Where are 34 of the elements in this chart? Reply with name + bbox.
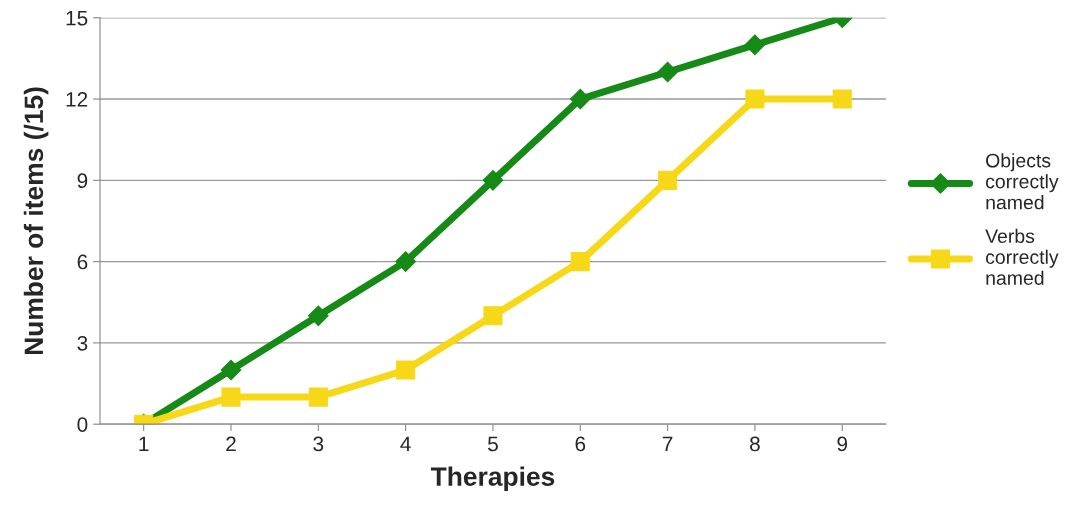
y-tick-label: 9 (77, 173, 88, 189)
point (221, 387, 241, 407)
x-tick-label: 8 (750, 436, 760, 452)
y-tick-label: 12 (66, 92, 88, 107)
point (220, 359, 242, 381)
x-tick-label: 1 (139, 436, 149, 452)
y-tick-label: 0 (77, 417, 88, 432)
y-tick-label: 3 (77, 335, 88, 351)
point (483, 306, 503, 326)
x-tick-label: 2 (226, 436, 236, 452)
x-tick-label: 6 (575, 436, 586, 452)
x-tick-label: 3 (313, 436, 324, 452)
x-tick-label: 7 (662, 436, 673, 452)
point (569, 88, 591, 110)
point (482, 170, 504, 191)
legend-label: Objects correctly named (985, 153, 1059, 210)
y-tick-label: 15 (66, 11, 88, 26)
point (744, 34, 766, 56)
legend-label: Verbs correctly named (985, 228, 1059, 285)
point (395, 251, 416, 272)
x-axis-title: Therapies (430, 466, 555, 492)
point (658, 170, 678, 190)
point (307, 305, 329, 327)
point (396, 360, 416, 380)
point (570, 252, 590, 272)
point (308, 387, 328, 407)
x-tick-label: 4 (400, 436, 411, 452)
y-axis-title: Number of items (/15) (23, 87, 49, 355)
point (657, 61, 678, 83)
point (832, 89, 852, 109)
y-tick-label: 6 (77, 254, 88, 270)
x-tick-label: 9 (837, 436, 848, 452)
x-tick-label: 5 (488, 436, 498, 452)
point (745, 89, 765, 109)
